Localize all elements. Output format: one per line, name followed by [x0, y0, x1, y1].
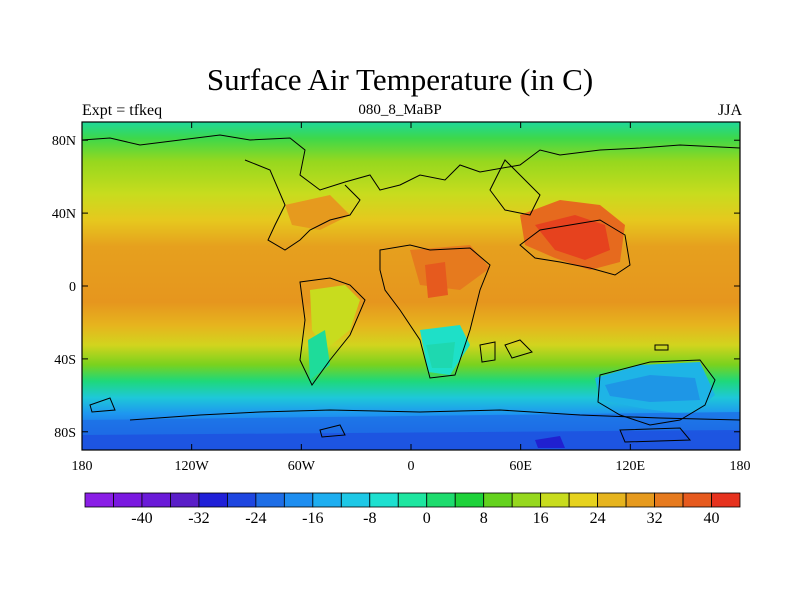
- lat-label: 0: [69, 280, 76, 295]
- colorbar-segment: [198, 492, 228, 508]
- colorbar-segment: [141, 492, 171, 508]
- colorbar-segment: [540, 492, 570, 508]
- colorbar-segment: [340, 492, 371, 508]
- coastlines: [82, 134, 740, 443]
- colorbar-segment: [426, 492, 456, 508]
- colorbar-segment: [597, 492, 627, 508]
- colorbar-segment: [682, 492, 712, 508]
- lon-label: 0: [408, 459, 415, 474]
- colorbar-label: 32: [647, 510, 663, 527]
- lon-label: 180: [72, 459, 93, 474]
- experiment-label: Expt = tfkeq: [82, 102, 163, 119]
- colorbar-label: -32: [188, 510, 209, 527]
- colorbar-label: -8: [363, 510, 376, 527]
- temperature-field: [82, 122, 740, 450]
- colorbar-segment: [283, 492, 314, 508]
- colorbar-segment: [625, 492, 655, 508]
- lat-label: 40S: [54, 353, 76, 368]
- season-label: JJA: [717, 102, 742, 119]
- lon-label: 60W: [288, 459, 316, 474]
- colorbar-segment: [511, 492, 542, 508]
- colorbar-segment: [568, 492, 599, 508]
- colorbar-label: -16: [302, 510, 323, 527]
- colorbar-label: 8: [480, 510, 488, 527]
- colorbar: -40 -32 -24 -16 -8 0 8 16 24 32 40: [84, 492, 741, 527]
- lon-label: 120E: [616, 459, 646, 474]
- colorbar-segment: [170, 492, 200, 508]
- colorbar-label: 0: [423, 510, 431, 527]
- period-label: 080_8_MaBP: [358, 102, 442, 118]
- colorbar-segment: [255, 492, 285, 508]
- colorbar-label: -24: [245, 510, 266, 527]
- colorbar-segment: [113, 492, 143, 508]
- colorbar-label: 40: [704, 510, 720, 527]
- longitude-axis: 180 120W 60W 0 60E 120E 180: [72, 122, 751, 474]
- colorbar-segment: [654, 492, 684, 508]
- colorbar-segment: [483, 492, 513, 508]
- colorbar-segment: [84, 492, 114, 508]
- lat-label: 80S: [54, 426, 76, 441]
- lat-label: 40N: [52, 207, 76, 222]
- colorbar-label: 16: [533, 510, 549, 527]
- lat-label: 80N: [52, 134, 76, 149]
- colorbar-segment: [454, 492, 485, 508]
- colorbar-label: 24: [590, 510, 606, 527]
- lon-label: 120W: [175, 459, 210, 474]
- colorbar-segment: [711, 492, 741, 508]
- colorbar-segment: [226, 492, 257, 508]
- colorbar-segment: [312, 492, 342, 508]
- latitude-axis: 80N 40N 0 40S 80S: [52, 134, 740, 441]
- map-title: Surface Air Temperature (in C): [206, 62, 594, 97]
- colorbar-segment: [369, 492, 399, 508]
- lon-label: 180: [730, 459, 751, 474]
- colorbar-segment: [397, 492, 428, 508]
- colorbar-label: -40: [131, 510, 152, 527]
- lon-label: 60E: [509, 459, 532, 474]
